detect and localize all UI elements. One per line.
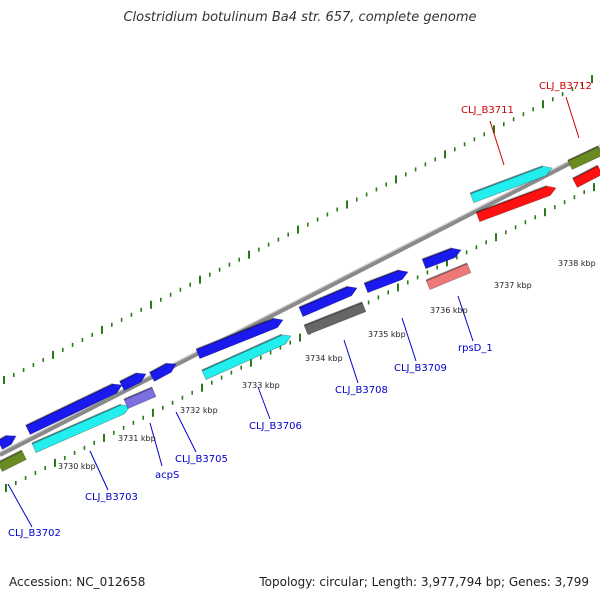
gene-shadow bbox=[572, 164, 599, 180]
gene-shadow bbox=[303, 301, 363, 327]
label-leader-line bbox=[565, 96, 580, 139]
gene-arrow bbox=[123, 387, 157, 409]
gene-feature bbox=[201, 333, 292, 380]
gene-arrow bbox=[298, 286, 358, 317]
gene-feature bbox=[572, 164, 600, 188]
gene-arrow bbox=[363, 269, 409, 294]
gene-feature bbox=[475, 185, 557, 223]
gene-shadow bbox=[149, 362, 168, 374]
gene-feature bbox=[0, 449, 27, 472]
gene-label: CLJ_B3708 bbox=[335, 385, 388, 396]
label-leader-line bbox=[175, 411, 197, 453]
tick-label: 3738 kbp bbox=[558, 259, 596, 268]
gene-arrow bbox=[421, 247, 462, 270]
label-leaders bbox=[7, 96, 580, 528]
topology-label: Topology: circular; Length: 3,977,794 bp… bbox=[259, 575, 589, 589]
gene-shadow bbox=[298, 285, 349, 309]
gene-shadow bbox=[475, 185, 548, 214]
gene-arrow bbox=[0, 435, 17, 450]
gene-label: rpsD_1 bbox=[458, 343, 493, 354]
gene-label: CLJ_B3711 bbox=[461, 105, 514, 116]
gene-feature bbox=[119, 372, 147, 391]
gene-arrow bbox=[425, 262, 472, 291]
gene-arrow bbox=[149, 363, 177, 382]
gene-features bbox=[0, 145, 600, 472]
map-title: Clostridium botulinum Ba4 str. 657, comp… bbox=[123, 10, 477, 25]
tick-labels: 3730 kbp 3731 kbp 3732 kbp 3733 kbp 3734 kbp… bbox=[58, 259, 596, 471]
gene-feature bbox=[149, 362, 177, 382]
gene-feature bbox=[363, 269, 409, 294]
gene-shadow bbox=[0, 434, 8, 441]
gene-arrow bbox=[572, 165, 600, 188]
gene-arrow bbox=[201, 334, 292, 380]
label-leader-line bbox=[489, 120, 505, 166]
tick-label: 3734 kbp bbox=[305, 354, 343, 363]
gene-label: acpS bbox=[155, 470, 179, 481]
gene-shadow bbox=[567, 145, 599, 162]
genome-backbone bbox=[0, 146, 600, 457]
gene-label: CLJ_B3705 bbox=[175, 454, 228, 465]
tick-label: 3736 kbp bbox=[430, 306, 468, 315]
gene-feature bbox=[298, 285, 358, 317]
gene-arrow bbox=[0, 450, 27, 472]
gene-shadow bbox=[0, 449, 23, 463]
gene-shadow bbox=[425, 262, 468, 282]
gene-arrow bbox=[469, 165, 553, 204]
label-leader-line bbox=[457, 295, 474, 342]
gene-arrow bbox=[195, 318, 284, 360]
inner-tick-track bbox=[5, 183, 595, 492]
gene-shadow bbox=[421, 247, 453, 261]
gene-feature bbox=[123, 386, 157, 409]
gene-shadow bbox=[119, 372, 138, 383]
gene-label: CLJ_B3709 bbox=[394, 363, 447, 374]
tick-label: 3730 kbp bbox=[58, 462, 96, 471]
tick-label: 3737 kbp bbox=[494, 281, 532, 290]
gene-shadow bbox=[123, 386, 153, 401]
label-leader-line bbox=[149, 422, 163, 467]
gene-label: CLJ_B3706 bbox=[249, 421, 302, 432]
gene-feature bbox=[195, 317, 284, 360]
gene-shadow bbox=[31, 403, 122, 445]
gene-arrow bbox=[25, 383, 123, 435]
gene-arrow bbox=[119, 372, 147, 391]
gene-shadow bbox=[195, 317, 275, 351]
gene-arrow bbox=[567, 146, 600, 170]
outer-tick-track bbox=[3, 75, 593, 384]
gene-feature bbox=[567, 145, 600, 170]
label-leader-line bbox=[257, 386, 271, 420]
label-leader-line bbox=[343, 339, 359, 384]
gene-feature bbox=[469, 165, 553, 204]
gene-shadow bbox=[25, 383, 114, 427]
gene-label: CLJ_B3703 bbox=[85, 492, 138, 503]
gene-feature bbox=[421, 247, 462, 270]
tick-label: 3735 kbp bbox=[368, 330, 406, 339]
gene-feature bbox=[303, 301, 367, 336]
tick-label: 3731 kbp bbox=[118, 434, 156, 443]
gene-label: CLJ_B3712 bbox=[539, 81, 592, 92]
gene-feature bbox=[31, 403, 131, 453]
label-leader-line bbox=[401, 317, 417, 362]
gene-shadow bbox=[363, 269, 400, 285]
gene-feature bbox=[425, 262, 472, 291]
tick-label: 3732 kbp bbox=[180, 406, 218, 415]
gene-labels: CLJ_B3702 CLJ_B3703 acpS CLJ_B3705 CLJ_B3706… bbox=[8, 81, 592, 539]
gene-arrow bbox=[303, 301, 367, 336]
gene-shadow bbox=[469, 165, 544, 195]
gene-label: CLJ_B3702 bbox=[8, 528, 61, 539]
gene-feature bbox=[25, 383, 123, 435]
gene-arrow bbox=[475, 185, 557, 223]
gene-arrow bbox=[31, 404, 131, 453]
label-leader-line bbox=[7, 483, 33, 528]
gene-shadow bbox=[201, 333, 283, 372]
label-leader-line bbox=[89, 450, 109, 491]
gene-feature bbox=[0, 434, 17, 450]
tick-label: 3733 kbp bbox=[242, 381, 280, 390]
accession-label: Accession: NC_012658 bbox=[9, 575, 146, 589]
